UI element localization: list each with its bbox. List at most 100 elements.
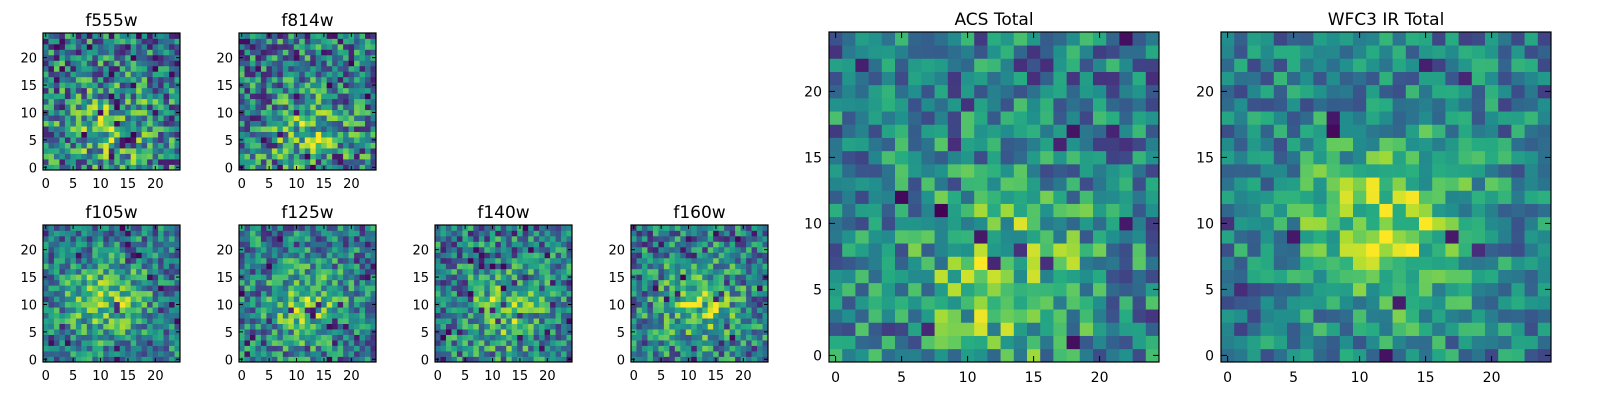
heatmap-cell — [125, 346, 131, 352]
y-tick-label: 5 — [813, 282, 822, 298]
heatmap-cell — [164, 137, 170, 143]
heatmap-cell — [316, 38, 322, 44]
heatmap-cell — [169, 302, 175, 308]
heatmap-cell — [713, 318, 719, 324]
heatmap-cell — [680, 236, 686, 242]
heatmap-cell — [451, 302, 457, 308]
heatmap-cell — [125, 318, 131, 324]
heatmap-cell — [354, 236, 360, 242]
heatmap-cell — [680, 269, 686, 275]
heatmap-cell — [561, 307, 567, 313]
heatmap-cell — [1340, 164, 1354, 178]
heatmap-cell — [1247, 256, 1261, 270]
heatmap-cell — [338, 115, 344, 121]
heatmap-cell — [87, 230, 93, 236]
heatmap-cell — [310, 230, 316, 236]
heatmap-cell — [277, 88, 283, 94]
heatmap-cell — [669, 346, 675, 352]
heatmap-cell — [664, 230, 670, 236]
heatmap-cell — [1287, 190, 1301, 204]
heatmap-cell — [869, 270, 883, 284]
heatmap-cell — [272, 307, 278, 313]
heatmap-cell — [360, 115, 366, 121]
y-tick-label: 20 — [20, 244, 37, 259]
heatmap-cell — [255, 88, 261, 94]
heatmap-cell — [70, 77, 76, 83]
heatmap-cell — [98, 296, 104, 302]
heatmap-cell — [1511, 177, 1525, 191]
heatmap-cell — [65, 318, 71, 324]
heatmap-cell — [948, 336, 962, 350]
heatmap-cell — [164, 154, 170, 160]
heatmap-cell — [468, 230, 474, 236]
heatmap-cell — [882, 124, 896, 138]
heatmap-cell — [501, 269, 507, 275]
heatmap-cell — [305, 60, 311, 66]
heatmap-cell — [305, 285, 311, 291]
heatmap-cell — [746, 263, 752, 269]
heatmap-cell — [539, 280, 545, 286]
heatmap-cell — [283, 346, 289, 352]
heatmap-cell — [457, 258, 463, 264]
heatmap-cell — [490, 318, 496, 324]
heatmap-cell — [1080, 124, 1094, 138]
heatmap-cell — [987, 32, 1001, 46]
heatmap-cell — [142, 33, 148, 39]
heatmap-cell — [451, 280, 457, 286]
y-tick-label: 10 — [216, 298, 233, 313]
heatmap-cell — [523, 252, 529, 258]
heatmap-cell — [921, 204, 935, 218]
heatmap-cell — [343, 302, 349, 308]
heatmap-cell — [98, 71, 104, 77]
heatmap-cell — [59, 346, 65, 352]
heatmap-cell — [87, 324, 93, 330]
heatmap-cell — [164, 291, 170, 297]
heatmap-cell — [360, 104, 366, 110]
heatmap-cell — [539, 329, 545, 335]
heatmap-cell — [1146, 322, 1160, 336]
heatmap-cell — [935, 256, 949, 270]
heatmap-cell — [98, 159, 104, 165]
heatmap-cell — [741, 241, 747, 247]
heatmap-cell — [261, 302, 267, 308]
heatmap-cell — [272, 148, 278, 154]
heatmap-cell — [76, 335, 82, 341]
heatmap-cell — [92, 241, 98, 247]
heatmap-cell — [708, 351, 714, 357]
heatmap-cell — [239, 296, 245, 302]
heatmap-cell — [338, 126, 344, 132]
heatmap-cell — [664, 335, 670, 341]
heatmap-cell — [103, 77, 109, 83]
heatmap-cell — [882, 243, 896, 257]
heatmap-cell — [517, 291, 523, 297]
heatmap-cell — [239, 154, 245, 160]
heatmap-cell — [131, 313, 137, 319]
heatmap-cell — [446, 335, 452, 341]
heatmap-cell — [103, 143, 109, 149]
heatmap-cell — [484, 274, 490, 280]
heatmap-cell — [277, 247, 283, 253]
heatmap-cell — [1133, 98, 1147, 112]
heatmap-cell — [1001, 243, 1015, 257]
heatmap-cell — [310, 126, 316, 132]
heatmap-cell — [81, 302, 87, 308]
heatmap-cell — [92, 329, 98, 335]
heatmap-cell — [70, 93, 76, 99]
heatmap-cell — [343, 241, 349, 247]
heatmap-cell — [158, 296, 164, 302]
heatmap-cell — [539, 263, 545, 269]
heatmap-cell — [54, 99, 60, 105]
heatmap-cell — [48, 82, 54, 88]
heatmap-cell — [479, 247, 485, 253]
heatmap-cell — [54, 285, 60, 291]
heatmap-cell — [735, 280, 741, 286]
heatmap-cell — [239, 313, 245, 319]
heatmap-cell — [360, 82, 366, 88]
heatmap-cell — [250, 55, 256, 61]
heatmap-cell — [908, 243, 922, 257]
heatmap-cell — [76, 104, 82, 110]
heatmap-cell — [294, 302, 300, 308]
heatmap-cell — [365, 291, 371, 297]
heatmap-cell — [103, 88, 109, 94]
